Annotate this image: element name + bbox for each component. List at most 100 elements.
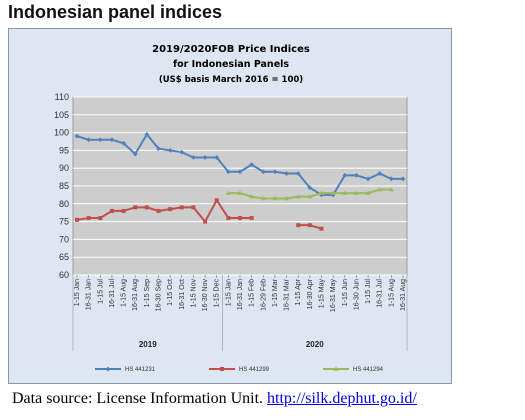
data-point bbox=[237, 169, 243, 175]
data-point bbox=[365, 176, 371, 182]
data-point bbox=[167, 148, 173, 153]
data-point bbox=[97, 137, 103, 143]
x-tick-label: 1-15 Jun bbox=[342, 279, 349, 306]
x-tick-label: 16-31 Aug bbox=[132, 279, 139, 311]
x-tick-label: 1-15 Dec bbox=[214, 279, 221, 308]
source-link[interactable]: http://silk.dephut.go.id/ bbox=[267, 390, 417, 407]
data-point bbox=[330, 190, 336, 195]
data-point bbox=[156, 208, 161, 213]
x-tick-label: 16-31 May bbox=[330, 279, 337, 313]
data-point bbox=[144, 131, 150, 137]
x-tick-label: 16-31 Jan bbox=[237, 279, 244, 310]
chart-title-line-2: (US$ basis March 2016 = 100) bbox=[159, 75, 303, 85]
data-point bbox=[365, 190, 371, 195]
data-point bbox=[133, 205, 138, 210]
x-tick-label: 1-15 Aug bbox=[388, 279, 395, 307]
data-point bbox=[354, 172, 359, 178]
data-point bbox=[86, 216, 91, 221]
data-point bbox=[121, 140, 126, 146]
data-point bbox=[225, 190, 231, 195]
data-point bbox=[75, 217, 79, 222]
x-tick-label: 16-31 Oct bbox=[179, 279, 186, 310]
source-line: Data source: License Information Unit. h… bbox=[12, 390, 417, 408]
data-point bbox=[202, 155, 208, 160]
data-point bbox=[354, 190, 359, 195]
data-point bbox=[179, 149, 185, 155]
legend-marker bbox=[220, 367, 224, 371]
x-tick-label: 16-30 Sep bbox=[156, 279, 163, 311]
data-point bbox=[179, 205, 184, 210]
x-tick-label: 16-31 Mar bbox=[284, 278, 291, 311]
x-tick-label: 1-15 Jan bbox=[225, 279, 232, 306]
year-label: 2019 bbox=[139, 340, 157, 349]
x-tick-label: 16-31 Jul bbox=[377, 279, 384, 308]
data-point bbox=[400, 176, 406, 182]
data-point bbox=[121, 208, 126, 213]
y-tick-label: 100 bbox=[54, 128, 69, 138]
y-tick-label: 105 bbox=[54, 110, 69, 120]
data-point bbox=[342, 172, 348, 178]
data-point bbox=[342, 190, 348, 195]
x-tick-label: 16-29 Feb bbox=[260, 279, 267, 311]
y-tick-label: 60 bbox=[59, 270, 69, 280]
x-tick-label: 1-15 Mar bbox=[272, 278, 279, 307]
data-point bbox=[284, 171, 289, 176]
legend-label: HS 441299 bbox=[239, 367, 270, 373]
data-point bbox=[191, 205, 196, 210]
x-tick-label: 1-15 Feb bbox=[249, 279, 256, 307]
data-point bbox=[214, 198, 219, 203]
legend-marker bbox=[105, 366, 111, 372]
x-tick-label: 1-15 Aug bbox=[121, 279, 128, 307]
x-tick-label: 1-15 Sep bbox=[144, 279, 151, 308]
data-point bbox=[109, 137, 115, 143]
data-point bbox=[284, 195, 289, 201]
y-tick-label: 95 bbox=[59, 145, 69, 155]
data-point bbox=[249, 216, 254, 221]
data-point bbox=[307, 194, 313, 199]
data-point bbox=[307, 223, 312, 228]
y-tick-label: 70 bbox=[59, 234, 69, 244]
x-tick-label: 16-30 Nov bbox=[202, 279, 209, 312]
data-point bbox=[319, 190, 324, 195]
chart-title-line-1: for Indonesian Panels bbox=[173, 59, 289, 70]
data-point bbox=[132, 151, 138, 157]
data-point bbox=[191, 155, 196, 160]
y-tick-label: 90 bbox=[59, 163, 69, 173]
data-point bbox=[156, 146, 161, 152]
y-tick-label: 65 bbox=[59, 252, 69, 262]
x-tick-label: 1-15 Jul bbox=[365, 279, 372, 304]
data-point bbox=[377, 171, 383, 176]
y-tick-label: 85 bbox=[59, 181, 69, 191]
x-tick-label: 1-15 Nov bbox=[190, 279, 197, 308]
data-point bbox=[74, 133, 80, 139]
legend-label: HS 441231 bbox=[125, 367, 156, 373]
series-line-hs-441299 bbox=[76, 198, 252, 224]
x-tick-label: 1-15 Apr bbox=[295, 278, 302, 305]
x-tick-label: 16-30 Apr bbox=[307, 278, 314, 309]
legend-label: HS 441294 bbox=[353, 367, 384, 373]
x-tick-label: 16-31 Aug bbox=[400, 279, 407, 311]
data-point bbox=[226, 216, 231, 221]
data-point bbox=[98, 216, 103, 221]
chart-title-line-0: 2019/2020FOB Price Indices bbox=[152, 44, 310, 55]
data-point bbox=[237, 190, 243, 195]
data-point bbox=[249, 194, 255, 199]
x-tick-label: 1-15 Oct bbox=[167, 279, 174, 306]
y-tick-label: 80 bbox=[59, 199, 69, 209]
data-point bbox=[295, 194, 301, 199]
y-tick-label: 75 bbox=[59, 217, 69, 227]
data-point bbox=[307, 185, 313, 191]
data-point bbox=[272, 169, 278, 175]
x-tick-label: 1-15 May bbox=[319, 279, 326, 309]
data-point bbox=[144, 205, 149, 210]
data-point bbox=[249, 162, 255, 168]
legend-marker bbox=[333, 366, 339, 371]
data-point bbox=[238, 216, 242, 221]
data-point bbox=[295, 171, 301, 176]
source-text: Data source: License Information Unit. bbox=[12, 390, 264, 407]
data-point bbox=[388, 186, 394, 192]
x-tick-label: 16-31 Jul bbox=[109, 279, 116, 308]
data-point bbox=[260, 195, 266, 201]
x-tick-label: 16-30 Jun bbox=[353, 279, 360, 310]
data-point bbox=[225, 169, 231, 175]
